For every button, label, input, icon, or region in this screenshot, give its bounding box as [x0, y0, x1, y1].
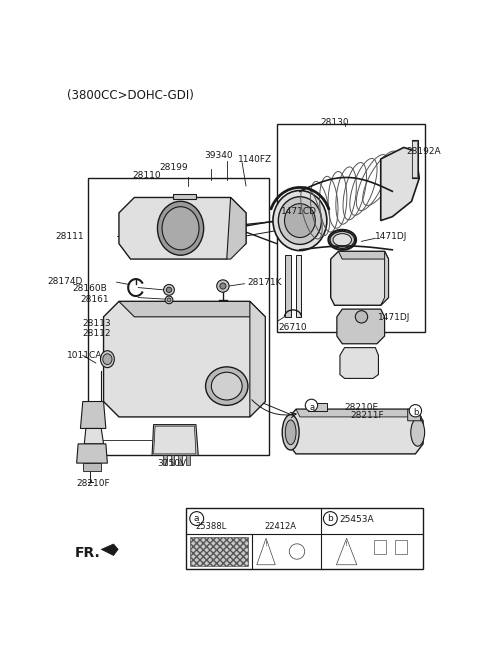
Circle shape: [166, 287, 172, 292]
Text: a: a: [193, 514, 199, 523]
Polygon shape: [83, 463, 101, 471]
Circle shape: [190, 512, 204, 525]
Text: 1471DJ: 1471DJ: [378, 313, 411, 322]
Text: 28112: 28112: [83, 329, 111, 338]
Text: 28160B: 28160B: [72, 284, 108, 294]
Text: !: !: [264, 542, 267, 547]
Polygon shape: [338, 251, 388, 259]
Text: 28161: 28161: [80, 296, 109, 304]
Bar: [374, 540, 386, 553]
Text: 28113: 28113: [83, 319, 111, 328]
Polygon shape: [77, 444, 108, 463]
Polygon shape: [308, 403, 327, 411]
Text: 28210E: 28210E: [345, 403, 379, 412]
Text: a: a: [309, 403, 314, 412]
Polygon shape: [331, 251, 388, 305]
Text: 28130: 28130: [320, 118, 349, 127]
Ellipse shape: [330, 231, 355, 248]
Circle shape: [167, 298, 171, 302]
Ellipse shape: [273, 191, 327, 251]
Text: 28174D: 28174D: [48, 277, 83, 286]
Bar: [163, 456, 167, 465]
Ellipse shape: [285, 204, 315, 238]
Polygon shape: [81, 402, 106, 428]
Polygon shape: [337, 309, 384, 344]
Bar: [88, 178, 269, 456]
Text: 28110: 28110: [132, 171, 161, 180]
Text: FR.: FR.: [75, 546, 101, 561]
Polygon shape: [408, 409, 421, 421]
Polygon shape: [381, 251, 388, 305]
Bar: [190, 536, 248, 566]
Polygon shape: [104, 301, 265, 417]
Text: b: b: [327, 514, 333, 523]
Text: 39340: 39340: [204, 151, 233, 160]
Text: b: b: [413, 408, 419, 417]
Text: 26710: 26710: [278, 323, 307, 332]
Text: 1471CD: 1471CD: [281, 207, 317, 215]
Circle shape: [355, 311, 368, 323]
Polygon shape: [340, 348, 378, 378]
Bar: [178, 456, 182, 465]
Polygon shape: [296, 409, 421, 417]
Ellipse shape: [157, 201, 204, 255]
Text: 3750V: 3750V: [157, 459, 187, 468]
Bar: [170, 456, 174, 465]
Ellipse shape: [278, 197, 322, 244]
Polygon shape: [154, 426, 196, 454]
Polygon shape: [285, 255, 291, 317]
Polygon shape: [119, 197, 246, 259]
Polygon shape: [227, 197, 246, 259]
Circle shape: [220, 283, 226, 289]
Circle shape: [165, 296, 173, 304]
Circle shape: [217, 280, 229, 292]
Circle shape: [324, 512, 337, 525]
Polygon shape: [119, 301, 265, 317]
Ellipse shape: [211, 372, 242, 400]
Bar: [186, 456, 190, 465]
Text: !: !: [345, 542, 348, 547]
Ellipse shape: [100, 351, 114, 368]
Polygon shape: [101, 544, 118, 555]
Ellipse shape: [282, 415, 299, 450]
Ellipse shape: [333, 234, 351, 246]
Ellipse shape: [411, 419, 425, 446]
Text: 1471DJ: 1471DJ: [375, 232, 408, 241]
Bar: [411, 140, 418, 178]
Text: 28210F: 28210F: [77, 478, 110, 488]
Text: 25388L: 25388L: [196, 522, 227, 531]
Text: 1140FZ: 1140FZ: [238, 155, 273, 164]
Text: 28199: 28199: [160, 163, 188, 172]
Text: (3800CC>DOHC-GDI): (3800CC>DOHC-GDI): [67, 89, 194, 102]
Bar: [412, 141, 417, 176]
Ellipse shape: [285, 420, 296, 445]
Bar: [277, 124, 425, 332]
Polygon shape: [250, 301, 265, 417]
Text: 28211F: 28211F: [350, 411, 384, 420]
Ellipse shape: [205, 367, 248, 406]
Bar: [186, 508, 423, 570]
Polygon shape: [84, 428, 104, 444]
Text: 25453A: 25453A: [340, 515, 374, 523]
Polygon shape: [381, 147, 419, 221]
Ellipse shape: [103, 353, 112, 365]
Polygon shape: [173, 193, 196, 199]
Polygon shape: [296, 255, 301, 317]
Text: 1011CA: 1011CA: [67, 352, 103, 361]
Polygon shape: [152, 424, 198, 456]
Ellipse shape: [162, 207, 199, 250]
Polygon shape: [286, 409, 423, 454]
Text: 22412A: 22412A: [264, 522, 297, 531]
Circle shape: [409, 405, 421, 417]
Bar: [395, 540, 407, 553]
Text: 28192A: 28192A: [406, 147, 441, 156]
Circle shape: [305, 399, 318, 411]
Text: 28111: 28111: [56, 232, 84, 241]
Text: 28171K: 28171K: [248, 279, 282, 287]
Circle shape: [164, 284, 174, 296]
